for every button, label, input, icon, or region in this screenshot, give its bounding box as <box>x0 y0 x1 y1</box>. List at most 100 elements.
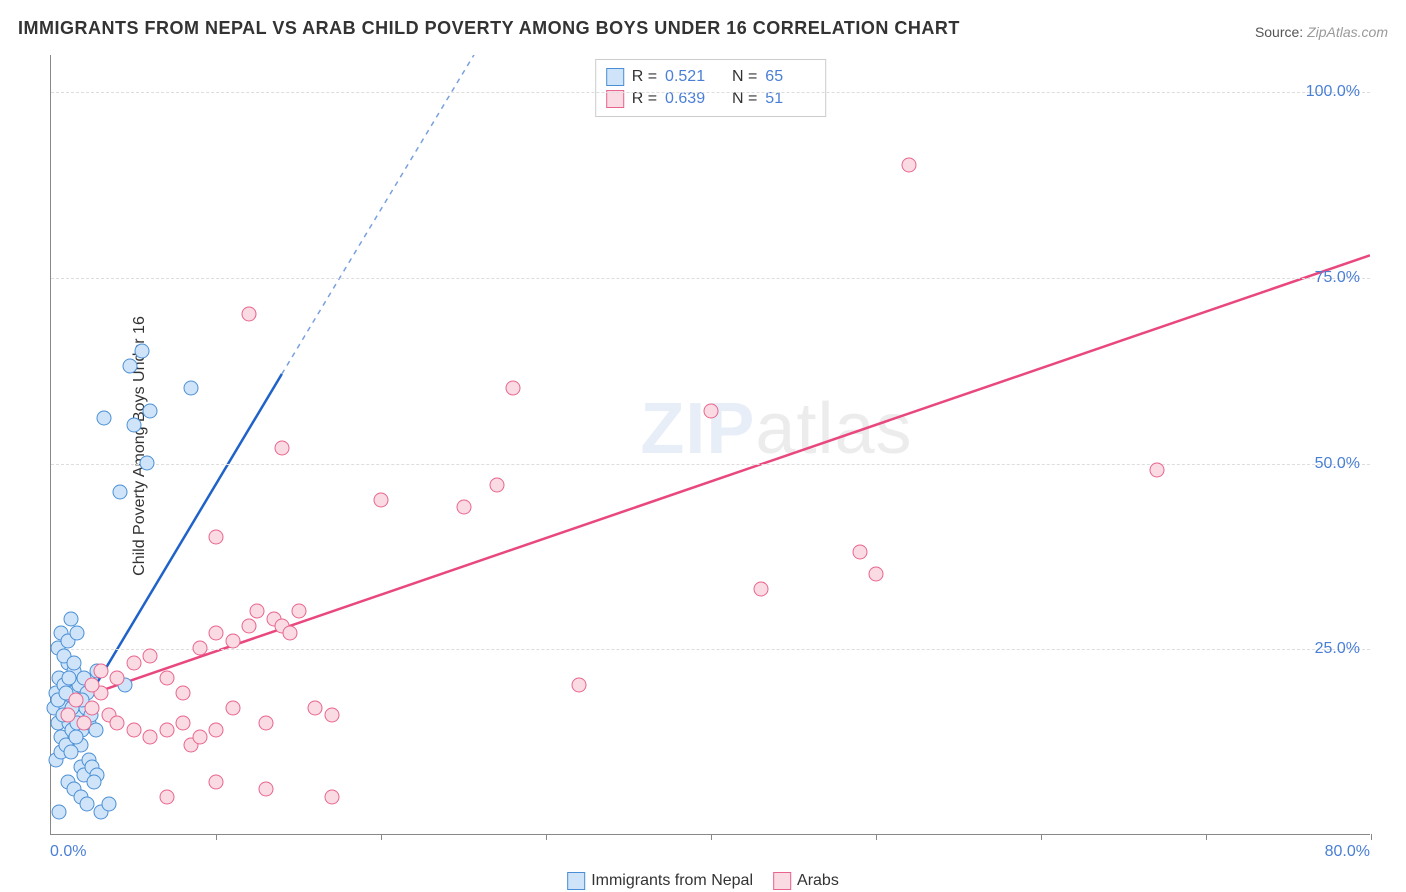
scatter-point <box>753 581 768 596</box>
scatter-point <box>209 529 224 544</box>
scatter-point <box>374 492 389 507</box>
scatter-point <box>110 715 125 730</box>
source-link[interactable]: ZipAtlas.com <box>1307 24 1388 40</box>
scatter-point <box>86 775 101 790</box>
scatter-point <box>159 671 174 686</box>
scatter-point <box>250 604 265 619</box>
plot-area: ZIPatlas R = 0.521 N = 65 R = 0.639 N = … <box>50 55 1370 835</box>
source-label: Source: <box>1255 24 1303 40</box>
scatter-point <box>96 411 111 426</box>
scatter-point <box>902 158 917 173</box>
scatter-point <box>1149 463 1164 478</box>
scatter-point <box>324 708 339 723</box>
legend-item-series-2: Arabs <box>773 872 839 890</box>
scatter-point <box>242 307 257 322</box>
stat-r-series-1: 0.521 <box>665 66 715 88</box>
scatter-point <box>62 671 77 686</box>
scatter-point <box>192 641 207 656</box>
x-tick <box>1371 834 1372 840</box>
scatter-point <box>869 567 884 582</box>
x-tick <box>711 834 712 840</box>
scatter-point <box>291 604 306 619</box>
swatch-series-1 <box>606 68 624 86</box>
scatter-point <box>113 485 128 500</box>
scatter-point <box>159 723 174 738</box>
grid-line-h <box>51 649 1370 650</box>
scatter-point <box>68 693 83 708</box>
x-tick <box>546 834 547 840</box>
scatter-point <box>159 789 174 804</box>
scatter-point <box>225 700 240 715</box>
scatter-point <box>134 344 149 359</box>
scatter-point <box>143 403 158 418</box>
scatter-point <box>85 678 100 693</box>
stats-legend: R = 0.521 N = 65 R = 0.639 N = 51 <box>595 59 827 117</box>
scatter-point <box>192 730 207 745</box>
legend-label-2: Arabs <box>797 872 839 890</box>
scatter-point <box>52 804 67 819</box>
trend-lines-svg <box>51 55 1370 834</box>
scatter-point <box>489 477 504 492</box>
stat-label-r: R = <box>632 66 657 88</box>
scatter-point <box>209 775 224 790</box>
x-tick <box>1206 834 1207 840</box>
scatter-point <box>68 730 83 745</box>
scatter-point <box>258 715 273 730</box>
watermark-atlas: atlas <box>755 389 912 469</box>
grid-line-h <box>51 92 1370 93</box>
scatter-point <box>209 626 224 641</box>
scatter-point <box>70 626 85 641</box>
scatter-point <box>852 544 867 559</box>
watermark: ZIPatlas <box>640 388 912 470</box>
x-axis-max-label: 80.0% <box>1325 843 1370 861</box>
x-tick <box>216 834 217 840</box>
scatter-point <box>225 633 240 648</box>
watermark-zip: ZIP <box>640 389 755 469</box>
legend-label-1: Immigrants from Nepal <box>591 872 753 890</box>
scatter-point <box>101 797 116 812</box>
scatter-point <box>85 700 100 715</box>
scatter-point <box>184 381 199 396</box>
scatter-point <box>176 685 191 700</box>
scatter-point <box>63 745 78 760</box>
legend-item-series-1: Immigrants from Nepal <box>567 872 753 890</box>
scatter-point <box>456 500 471 515</box>
scatter-point <box>63 611 78 626</box>
scatter-point <box>324 789 339 804</box>
scatter-point <box>67 656 82 671</box>
stat-n-series-1: 65 <box>765 66 815 88</box>
scatter-point <box>126 418 141 433</box>
scatter-point <box>110 671 125 686</box>
scatter-point <box>123 359 138 374</box>
x-tick <box>876 834 877 840</box>
scatter-point <box>308 700 323 715</box>
x-tick <box>381 834 382 840</box>
scatter-point <box>242 619 257 634</box>
stat-label-n: N = <box>723 66 757 88</box>
x-tick <box>1041 834 1042 840</box>
grid-line-h <box>51 464 1370 465</box>
stats-row-series-1: R = 0.521 N = 65 <box>606 66 816 88</box>
scatter-point <box>126 723 141 738</box>
x-axis-min-label: 0.0% <box>50 843 86 861</box>
scatter-point <box>209 723 224 738</box>
scatter-point <box>93 663 108 678</box>
source-credit: Source: ZipAtlas.com <box>1255 24 1388 40</box>
scatter-point <box>143 730 158 745</box>
legend-swatch-2 <box>773 872 791 890</box>
scatter-point <box>139 455 154 470</box>
scatter-point <box>176 715 191 730</box>
scatter-point <box>126 656 141 671</box>
scatter-point <box>572 678 587 693</box>
scatter-point <box>704 403 719 418</box>
legend-swatch-1 <box>567 872 585 890</box>
scatter-point <box>60 708 75 723</box>
scatter-point <box>283 626 298 641</box>
scatter-point <box>143 648 158 663</box>
scatter-point <box>77 715 92 730</box>
scatter-point <box>275 440 290 455</box>
grid-line-h <box>51 278 1370 279</box>
chart-title: IMMIGRANTS FROM NEPAL VS ARAB CHILD POVE… <box>18 18 960 39</box>
scatter-point <box>258 782 273 797</box>
scatter-point <box>506 381 521 396</box>
